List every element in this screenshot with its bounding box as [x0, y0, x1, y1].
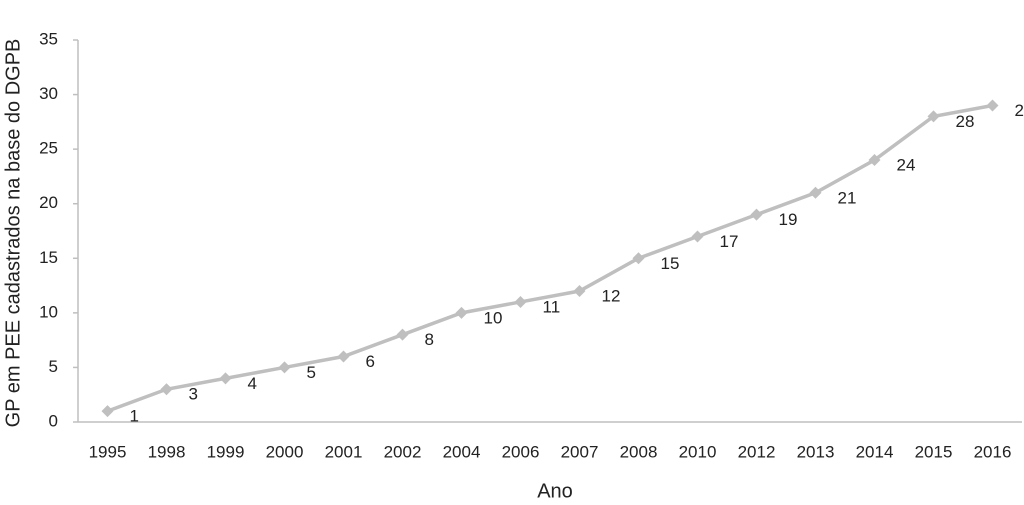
marker: [101, 405, 114, 418]
marker: [750, 208, 763, 221]
y-axis-title: GP em PEE cadastrados na base do DGPB: [2, 39, 24, 428]
line: [106, 103, 993, 413]
data-label: 28: [956, 112, 975, 131]
x-tick-label: 1998: [148, 442, 186, 461]
y-tick-label: 5: [49, 357, 58, 376]
data-label: 29: [1015, 101, 1024, 120]
marker: [573, 285, 586, 298]
x-axis-title: Ano: [537, 480, 573, 502]
data-label: 3: [189, 385, 198, 404]
y-tick-label: 20: [39, 193, 58, 212]
marker: [986, 99, 999, 112]
marker: [396, 328, 409, 341]
y-tick-label: 25: [39, 139, 58, 158]
x-tick-label: 2007: [561, 442, 599, 461]
y-tick-label: 15: [39, 248, 58, 267]
data-label: 24: [897, 156, 916, 175]
data-label: 11: [543, 297, 561, 316]
data-label: 5: [307, 363, 316, 382]
marker: [809, 186, 822, 199]
x-tick-label: 1999: [207, 442, 245, 461]
marker: [514, 295, 527, 308]
data-label: 8: [425, 330, 434, 349]
x-tick-label: 2012: [738, 442, 776, 461]
data-label: 4: [248, 374, 257, 393]
data-label: 10: [484, 308, 503, 327]
x-tick-label: 2000: [266, 442, 304, 461]
marker: [868, 154, 881, 167]
marker: [927, 110, 940, 123]
y-tick-label: 30: [39, 84, 58, 103]
data-label: 12: [602, 287, 621, 306]
y-tick-label: 0: [49, 411, 58, 430]
marker: [691, 230, 704, 243]
x-tick-label: 2014: [856, 442, 894, 461]
x-tick-label: 2004: [443, 442, 481, 461]
marker: [632, 252, 645, 265]
x-tick-label: 2013: [797, 442, 835, 461]
x-tick-label: 2006: [502, 442, 540, 461]
data-label: 21: [838, 188, 857, 207]
x-tick-label: 2015: [915, 442, 953, 461]
data-label: 17: [720, 232, 739, 251]
data-label: 19: [779, 210, 798, 229]
y-tick-label: 35: [39, 29, 58, 48]
x-tick-label: 2016: [974, 442, 1012, 461]
marker: [219, 372, 232, 385]
marker: [337, 350, 350, 363]
y-tick-label: 10: [39, 302, 58, 321]
marker: [160, 383, 173, 396]
marker: [278, 361, 291, 374]
x-tick-label: 2010: [679, 442, 717, 461]
data-label: 15: [661, 254, 680, 273]
x-tick-label: 2008: [620, 442, 658, 461]
data-label: 6: [366, 352, 375, 371]
x-tick-label: 2002: [384, 442, 422, 461]
x-tick-label: 1995: [89, 442, 127, 461]
x-tick-label: 2001: [325, 442, 363, 461]
data-label: 1: [130, 407, 139, 426]
marker: [455, 306, 468, 319]
